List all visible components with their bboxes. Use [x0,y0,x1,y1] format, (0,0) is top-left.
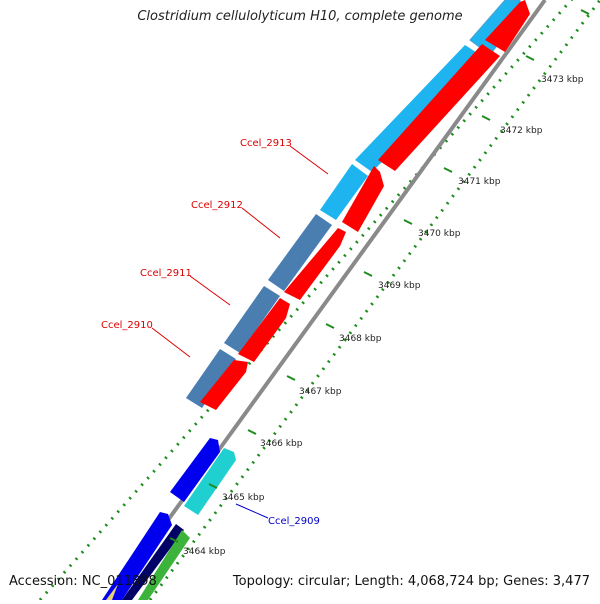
gene-label-ccel-2913[interactable]: Ccel_2913 [240,138,292,149]
tick-label: 3464 kbp [183,547,226,557]
summary-text: Topology: circular; Length: 4,068,724 bp… [233,574,590,589]
accession-text: Accession: NC_011898 [9,574,157,589]
backbone-line [110,0,545,600]
tick-label: 3469 kbp [378,281,421,291]
gene-label-ccel-2912[interactable]: Ccel_2912 [191,200,243,211]
gene-label-ccel-2909[interactable]: Ccel_2909 [268,516,320,527]
gene-label-ccel-2910[interactable]: Ccel_2910 [101,320,153,331]
inner-dotted-guide [40,0,580,600]
gene-feature[interactable] [378,44,500,171]
map-title: Clostridium cellulolyticum H10, complete… [0,9,600,24]
tick-label: 3470 kbp [418,229,461,239]
tick-label: 3466 kbp [260,439,303,449]
gene-label-ccel-2911[interactable]: Ccel_2911 [140,268,192,279]
tick-label: 3473 kbp [541,75,584,85]
reverse-strand [200,0,530,410]
tick-label: 3472 kbp [500,126,543,136]
tick-label: 3465 kbp [222,493,265,503]
tick-label: 3467 kbp [299,387,342,397]
tick-label: 3471 kbp [458,177,501,187]
tick-label: 3468 kbp [339,334,382,344]
outer-dotted-guide [150,0,600,600]
